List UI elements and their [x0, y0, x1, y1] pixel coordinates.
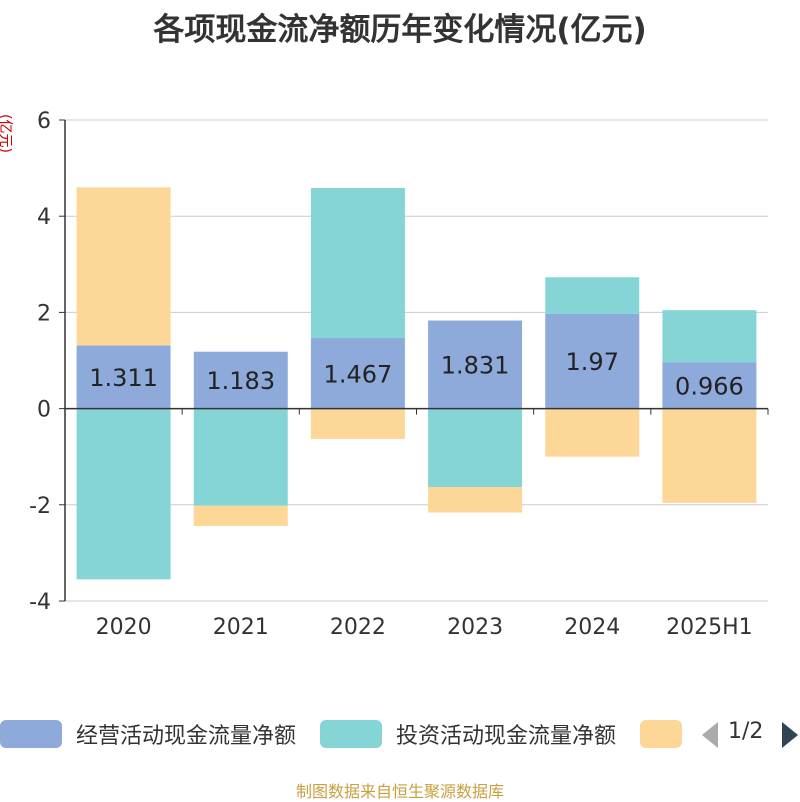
y-tick-label: 2	[37, 301, 51, 326]
y-tick-label: 0	[37, 398, 51, 423]
labels-layer: 1.311 1.183 1.467 1.831 1.97 0.966	[89, 348, 744, 400]
x-tick-label: 2025H1	[666, 615, 753, 640]
bar-segment[interactable]	[193, 505, 288, 526]
bar-data-label: 1.183	[206, 367, 275, 395]
bar-segment[interactable]	[662, 362, 757, 409]
x-tick-label: 2020	[96, 615, 152, 640]
bar-segment[interactable]	[193, 351, 288, 409]
chart-plot: -4 -2 0 2 4 6 2020 2021 2022 2023 2024 2025H1 1.311…	[29, 109, 769, 640]
legend-swatch-financing	[640, 720, 682, 748]
legend-item-financing[interactable]	[640, 716, 682, 752]
bar-segment[interactable]	[193, 408, 288, 506]
bar-segment[interactable]	[545, 408, 640, 457]
bar-segment[interactable]	[428, 487, 523, 513]
legend-page-indicator: 1/2	[728, 719, 764, 744]
bar-segment[interactable]	[428, 320, 523, 409]
bar-data-label: 0.966	[675, 372, 744, 400]
legend-next-page-icon[interactable]	[782, 722, 798, 748]
legend-swatch-operating	[0, 720, 62, 748]
bar-segment[interactable]	[76, 408, 171, 580]
bar-data-label: 1.311	[89, 364, 158, 392]
x-tick-label: 2024	[564, 615, 620, 640]
bar-data-label: 1.467	[324, 360, 393, 388]
x-tick-label: 2022	[330, 615, 386, 640]
y-tick-label: -2	[29, 494, 51, 519]
bar-segment[interactable]	[662, 408, 757, 503]
bar-segment[interactable]	[428, 408, 523, 488]
bar-data-label: 1.97	[566, 348, 619, 376]
bar-segment[interactable]	[310, 187, 405, 339]
legend-swatch-investing	[320, 720, 382, 748]
y-tick-label: 6	[37, 109, 51, 134]
legend-prev-page-icon[interactable]	[702, 722, 718, 748]
bar-segment[interactable]	[310, 338, 405, 409]
data-source-note: 制图数据来自恒生聚源数据库	[295, 782, 504, 801]
x-tick-label: 2023	[447, 615, 503, 640]
bar-segment[interactable]	[545, 313, 640, 409]
bar-segment[interactable]	[76, 187, 171, 346]
bar-segment[interactable]	[662, 310, 757, 363]
x-tick-label: 2021	[213, 615, 269, 640]
y-tick-label: -4	[29, 590, 51, 615]
axis-layer: -4 -2 0 2 4 6 2020 2021 2022 2023 2024 2025H1	[29, 109, 769, 640]
legend-label-investing: 投资活动现金流量净额	[396, 724, 617, 749]
bar-segment[interactable]	[76, 345, 171, 409]
bar-segment[interactable]	[310, 408, 405, 439]
bar-segment[interactable]	[545, 277, 640, 314]
legend-label-operating: 经营活动现金流量净额	[76, 724, 297, 749]
y-tick-label: 4	[37, 205, 51, 230]
legend-item-operating[interactable]: 经营活动现金流量净额	[0, 716, 296, 752]
legend-item-investing[interactable]: 投资活动现金流量净额	[320, 716, 616, 752]
bar-data-label: 1.831	[441, 352, 510, 380]
legend: 经营活动现金流量净额 投资活动现金流量净额	[0, 716, 800, 752]
bars-layer	[76, 187, 757, 580]
chart-title: 各项现金流净额历年变化情况(亿元)	[153, 12, 647, 48]
